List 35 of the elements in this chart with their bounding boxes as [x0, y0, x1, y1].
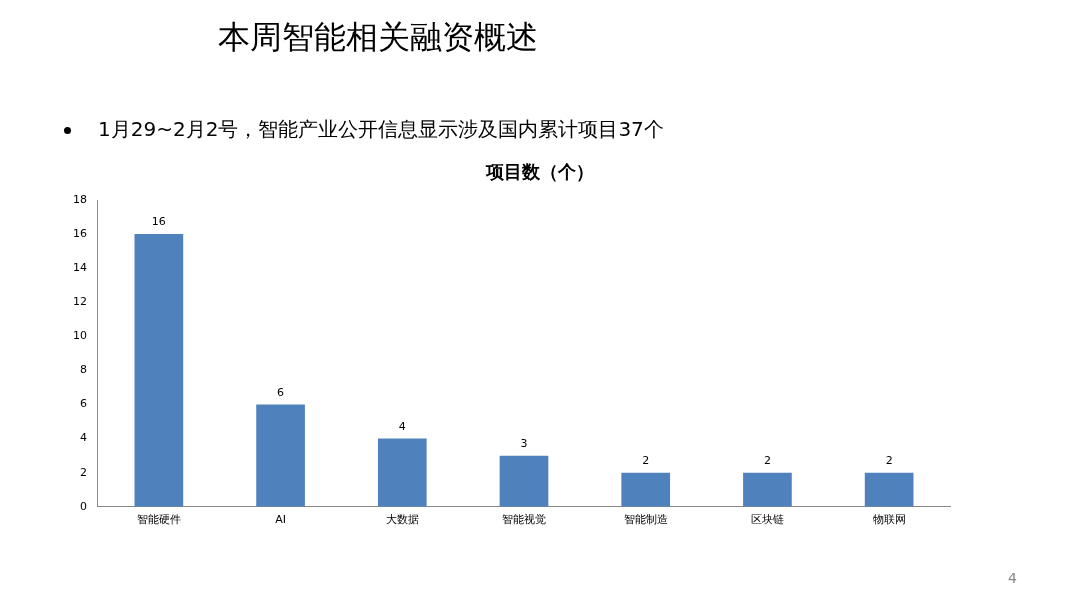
bar: [256, 404, 305, 507]
bar: [499, 455, 549, 507]
bar: [134, 234, 184, 507]
x-tick-label: 智能硬件: [136, 513, 181, 527]
x-tick-label: 大数据: [385, 513, 419, 527]
bar: [621, 472, 671, 507]
x-tick-label: 智能视觉: [502, 513, 546, 527]
text: 项目数（个）: [484, 160, 595, 184]
bar: [743, 472, 792, 507]
x-tick-label: 区块链: [750, 513, 784, 527]
y-tick-label: 6: [80, 397, 87, 411]
data-label: 3: [520, 437, 528, 451]
bar: [864, 472, 914, 507]
y-tick-label: 4: [80, 431, 87, 445]
chart-title: 本周智能相关融资概述: [218, 17, 538, 58]
x-tick-label: 物联网: [872, 513, 906, 527]
text: 4: [1008, 570, 1017, 586]
data-label: 16: [151, 215, 166, 229]
x-tick-label: 智能制造: [623, 513, 668, 527]
data-label: 6: [277, 385, 285, 399]
y-tick-label: 0: [80, 499, 87, 513]
y-tick-label: 14: [73, 261, 87, 275]
y-tick-label: 12: [73, 295, 87, 309]
y-tick-label: 18: [73, 192, 87, 206]
y-tick-label: 10: [73, 329, 87, 343]
data-label: 2: [642, 454, 650, 468]
x-tick-label: AI: [275, 513, 286, 527]
data-label: 2: [763, 454, 771, 468]
data-label: 2: [885, 454, 893, 468]
y-tick-label: 8: [80, 363, 87, 377]
bar: [377, 438, 427, 507]
data-label: 4: [398, 419, 406, 433]
y-tick-label: 2: [80, 465, 87, 479]
y-tick-label: 16: [73, 226, 87, 240]
chart-subtitle: 1月29~2月2号，智能产业公开信息显示涉及国内累计项目37个: [98, 116, 664, 143]
